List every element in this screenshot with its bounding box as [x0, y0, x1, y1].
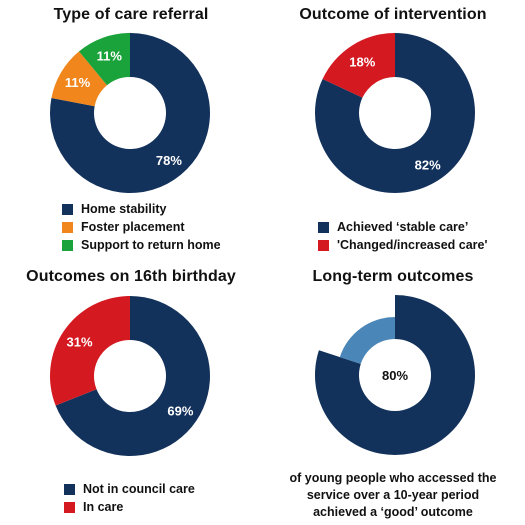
donut-slice [49, 33, 210, 193]
chart-note: of young people who accessed the service… [289, 471, 497, 519]
legend-item-changed-care: 'Changed/increased care' [318, 236, 487, 254]
legend-swatch [62, 203, 73, 215]
legend-label: 'Changed/increased care' [337, 238, 488, 252]
chart-title: Long-term outcomes [312, 268, 474, 285]
donut-slice [322, 33, 395, 98]
legend-swatch [318, 239, 329, 251]
chart-title: Type of care referral [53, 6, 209, 23]
legend-swatch [62, 239, 73, 251]
donut-slice [51, 51, 108, 107]
legend-item-home-stability: Home stability [62, 200, 221, 218]
legend-label: Foster placement [81, 220, 185, 234]
legend-swatch [64, 501, 75, 513]
legend-item-in-care: In care [64, 498, 195, 516]
legend-label: Not in council care [83, 482, 195, 496]
slice-data-label: 11% [65, 75, 91, 90]
slice-data-label: 69% [167, 403, 193, 418]
donut-chart-long-term: 80% [315, 295, 475, 455]
legend-label: Achieved ‘stable care’ [337, 220, 469, 234]
donut-chart-outcome-intervention: 82% 18% [315, 33, 475, 193]
chart-panel-outcome-intervention: Outcome of intervention 82% 18% Achieved … [262, 0, 524, 262]
chart-title: Outcomes on 16th birthday [26, 268, 236, 285]
chart-legend: Home stability Foster placement Support … [62, 200, 221, 254]
slice-data-label: 11% [97, 49, 123, 64]
legend-label: In care [83, 500, 124, 514]
slice-data-label: 80% [382, 368, 408, 383]
donut-slice [49, 296, 130, 406]
donut-slice [55, 296, 211, 456]
legend-swatch [62, 221, 73, 233]
donut-slice [79, 33, 130, 86]
legend-swatch [64, 483, 75, 495]
legend-label: Home stability [81, 202, 167, 216]
slice-data-label: 82% [415, 158, 441, 173]
chart-panel-16th-birthday: Outcomes on 16th birthday 69% 31% Not in … [0, 262, 262, 524]
legend-item-stable-care: Achieved ‘stable care’ [318, 218, 487, 236]
chart-panel-long-term: Long-term outcomes 80% of young people w… [262, 262, 524, 524]
donut-slice [339, 317, 395, 364]
slice-data-label: 18% [349, 54, 375, 69]
legend-label: Support to return home [81, 238, 221, 252]
chart-panel-care-referral: Type of care referral 78% 11% 11% Home sta… [0, 0, 262, 262]
legend-item-support-return-home: Support to return home [62, 236, 221, 254]
donut-chart-16th-birthday: 69% 31% [49, 296, 211, 456]
donut-slice [315, 295, 475, 455]
slice-data-label: 78% [156, 153, 182, 168]
slice-data-label: 31% [67, 335, 93, 350]
legend-swatch [318, 221, 329, 233]
donut-chart-care-referral: 78% 11% 11% [49, 33, 210, 193]
chart-legend: Achieved ‘stable care’ 'Changed/increase… [318, 218, 487, 254]
legend-item-foster-placement: Foster placement [62, 218, 221, 236]
chart-legend: Not in council care In care [64, 480, 195, 516]
chart-title: Outcome of intervention [299, 6, 487, 23]
donut-slice [315, 33, 475, 193]
legend-item-not-in-care: Not in council care [64, 480, 195, 498]
